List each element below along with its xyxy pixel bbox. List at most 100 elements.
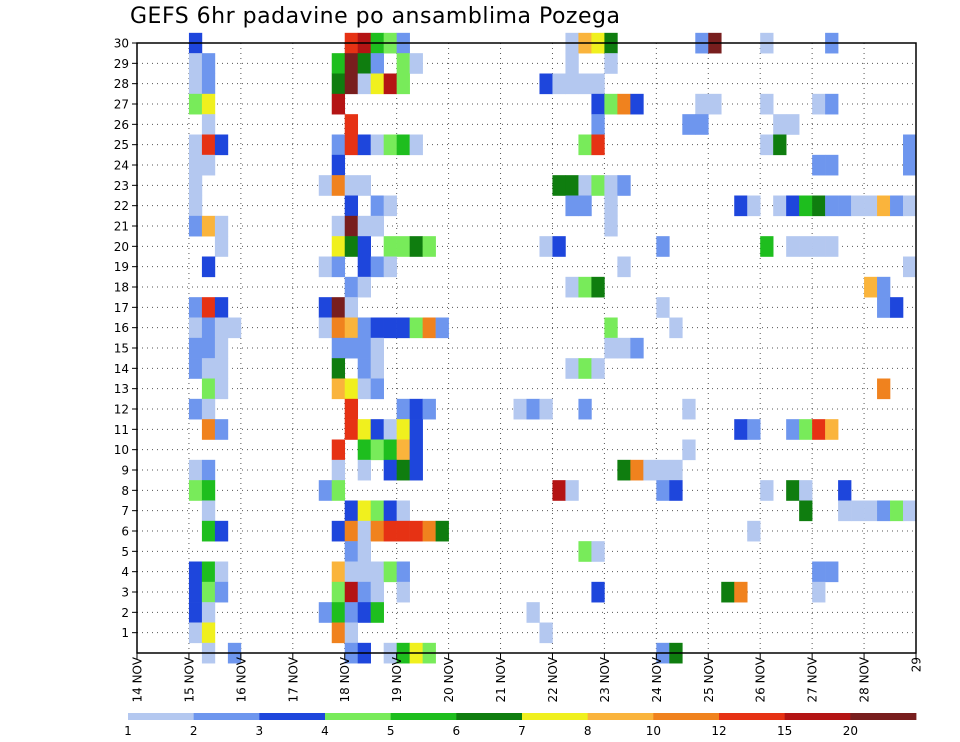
y-tick-label: 26 [114, 118, 129, 132]
colorbar-swatch [653, 713, 720, 720]
heatmap-cell [825, 419, 839, 440]
heatmap-cell [799, 195, 813, 217]
heatmap-cell [591, 581, 605, 603]
heatmap-cell [812, 93, 826, 115]
y-tick-label: 8 [121, 484, 129, 498]
heatmap-cell [396, 520, 410, 542]
heatmap-cell [188, 480, 203, 501]
colorbar-swatch [719, 713, 786, 720]
heatmap-cell [357, 175, 371, 196]
x-tick-label: 28 NOV [858, 656, 872, 702]
heatmap-cell [188, 561, 203, 583]
heatmap-cell [344, 602, 359, 623]
heatmap-cell [201, 337, 216, 359]
heatmap-cell [370, 581, 384, 603]
heatmap-cell [760, 134, 774, 156]
heatmap-cell [409, 134, 423, 156]
heatmap-cell [201, 53, 216, 74]
y-tick-label: 1 [121, 626, 129, 640]
heatmap-cell [370, 53, 384, 74]
heatmap-cell [396, 439, 410, 461]
y-tick-label: 12 [114, 403, 129, 417]
heatmap-cell [526, 602, 540, 623]
x-tick-label: 18 NOV [338, 656, 352, 702]
heatmap-cell [383, 236, 397, 257]
colorbar-swatch [390, 713, 457, 720]
heatmap-cell [188, 134, 203, 156]
heatmap-cell [604, 93, 618, 115]
heatmap-cell [344, 195, 359, 217]
heatmap-cell [734, 195, 748, 217]
heatmap-cell [747, 419, 761, 440]
heatmap-cell [344, 175, 359, 196]
heatmap-cell [188, 581, 203, 603]
heatmap-cell [331, 236, 346, 257]
heatmap-cell [188, 317, 203, 339]
chart-title: GEFS 6hr padavine po ansamblima Pozega [130, 4, 621, 29]
heatmap-cell [838, 195, 852, 217]
y-tick-label: 10 [114, 443, 129, 457]
y-tick-label: 11 [114, 423, 129, 437]
heatmap-cell [383, 561, 397, 583]
heatmap-cell [214, 378, 229, 400]
heatmap-cell [331, 480, 346, 501]
heatmap-cell [396, 459, 410, 481]
heatmap-cell [201, 215, 216, 237]
heatmap-cell [318, 602, 333, 623]
heatmap-cell [565, 73, 579, 95]
y-tick-label: 4 [121, 565, 129, 579]
y-tick-label: 18 [114, 281, 129, 295]
heatmap-cell [799, 500, 813, 522]
heatmap-cell [201, 500, 216, 522]
heatmap-cell [331, 622, 346, 644]
x-tick-label: 14 NOV [131, 656, 145, 702]
heatmap-cell [188, 459, 203, 481]
heatmap-cell [864, 500, 878, 522]
heatmap-cell [617, 175, 631, 196]
heatmap-cell [331, 337, 346, 359]
heatmap-cell [422, 236, 436, 257]
heatmap-cell [773, 114, 787, 135]
colorbar-swatch [193, 713, 260, 720]
heatmap-cell [370, 378, 384, 400]
heatmap-cell [370, 215, 384, 237]
y-tick-label: 2 [121, 606, 129, 620]
heatmap-cell [812, 236, 826, 257]
colorbar-label: 15 [777, 724, 792, 738]
heatmap-cell [370, 358, 384, 379]
x-tick-label: 17 NOV [286, 656, 300, 702]
heatmap-cell [214, 561, 229, 583]
heatmap-cell [591, 358, 605, 379]
heatmap-cell [786, 195, 800, 217]
heatmap-cell [383, 256, 397, 278]
heatmap-cell [383, 459, 397, 481]
heatmap-cell [344, 500, 359, 522]
colorbar-label: 20 [843, 724, 858, 738]
heatmap-cell [812, 561, 826, 583]
heatmap-cell [903, 195, 917, 217]
heatmap-cell [357, 53, 371, 74]
heatmap-cell [565, 358, 579, 379]
heatmap-cell [201, 520, 216, 542]
heatmap-cell [604, 175, 618, 196]
heatmap-cell [396, 500, 410, 522]
heatmap-cell [825, 561, 839, 583]
x-tick-label: 16 NOV [234, 656, 248, 702]
heatmap-cell [344, 236, 359, 257]
heatmap-cell [331, 459, 346, 481]
heatmap-cell [188, 337, 203, 359]
heatmap-cell [357, 378, 371, 400]
heatmap-cell [409, 419, 423, 440]
heatmap-cell [188, 297, 203, 318]
heatmap-cell [357, 602, 371, 623]
heatmap-cell [578, 73, 592, 95]
heatmap-cell [331, 439, 346, 461]
heatmap-cell [799, 236, 813, 257]
heatmap-cell [435, 317, 449, 339]
heatmap-cell [357, 541, 371, 562]
heatmap-cell [396, 53, 410, 74]
heatmap-cell [331, 561, 346, 583]
heatmap-cell [591, 114, 605, 135]
heatmap-cell [188, 358, 203, 379]
heatmap-cell [552, 236, 566, 257]
